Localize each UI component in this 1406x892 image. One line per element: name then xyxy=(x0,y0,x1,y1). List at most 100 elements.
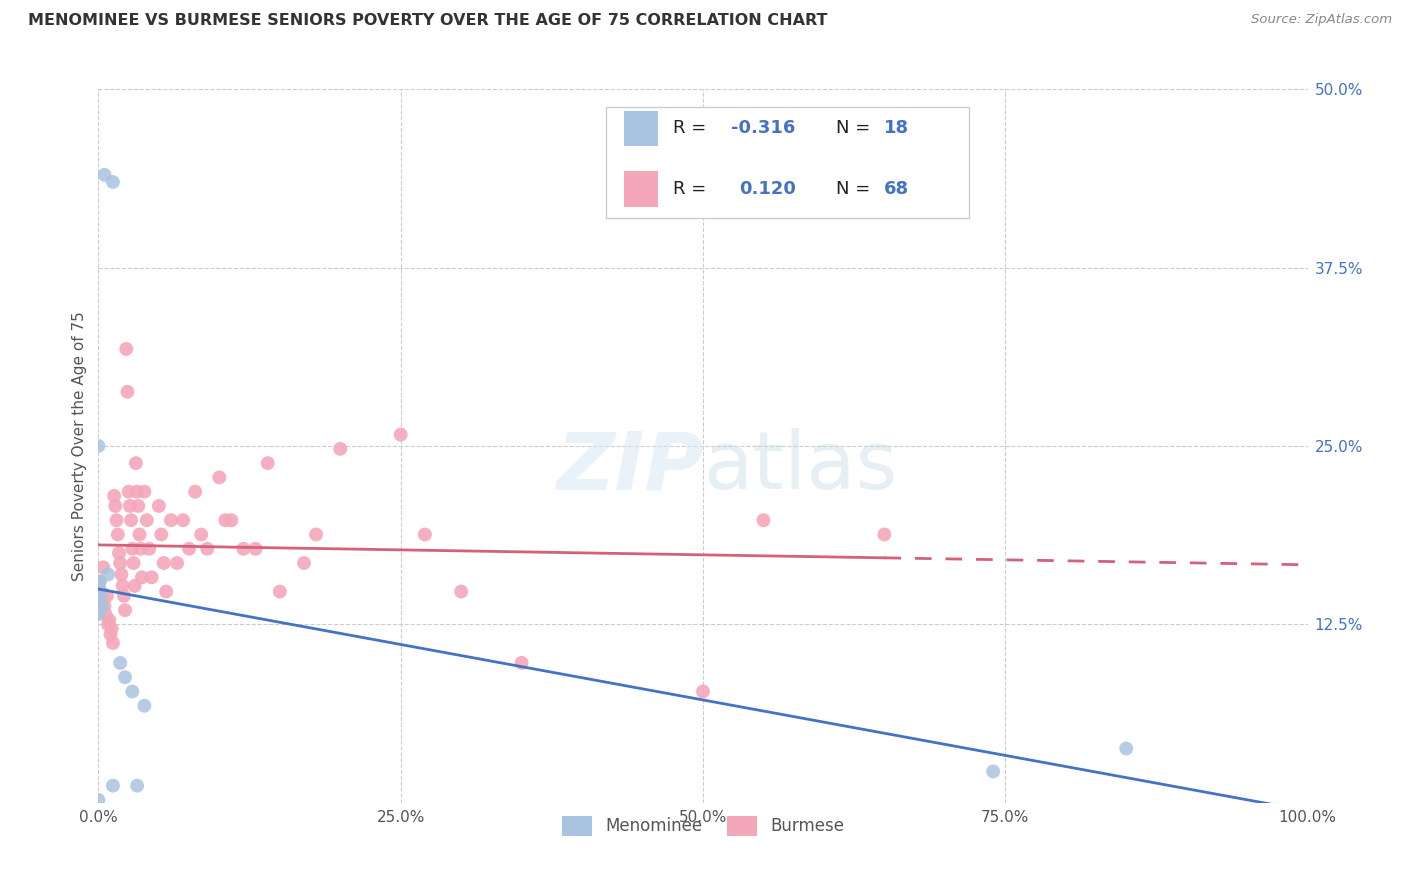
Y-axis label: Seniors Poverty Over the Age of 75: Seniors Poverty Over the Age of 75 xyxy=(72,311,87,581)
Point xyxy=(195,541,218,556)
Point xyxy=(510,656,533,670)
Point xyxy=(121,684,143,698)
Point xyxy=(90,584,112,599)
Point xyxy=(89,574,111,589)
Point xyxy=(91,593,114,607)
Point xyxy=(114,670,136,684)
Text: Source: ZipAtlas.com: Source: ZipAtlas.com xyxy=(1251,13,1392,27)
Point xyxy=(104,499,127,513)
Point xyxy=(135,513,157,527)
Point xyxy=(131,570,153,584)
Point xyxy=(184,484,207,499)
Text: R =: R = xyxy=(672,180,711,198)
Point xyxy=(127,779,149,793)
Point xyxy=(981,764,1004,779)
Point xyxy=(91,560,114,574)
Point xyxy=(125,456,148,470)
Text: 18: 18 xyxy=(884,120,910,137)
Text: N =: N = xyxy=(837,120,876,137)
Point xyxy=(129,541,152,556)
Point xyxy=(87,793,110,807)
FancyBboxPatch shape xyxy=(624,171,658,207)
Point xyxy=(96,589,118,603)
Text: ZIP: ZIP xyxy=(555,428,703,507)
FancyBboxPatch shape xyxy=(624,111,658,146)
Point xyxy=(752,513,775,527)
Point xyxy=(93,168,115,182)
Point xyxy=(124,579,146,593)
Point xyxy=(172,513,194,527)
Point xyxy=(389,427,412,442)
Point xyxy=(98,613,121,627)
Point xyxy=(115,342,138,356)
Point xyxy=(873,527,896,541)
Point xyxy=(90,584,112,599)
Point xyxy=(101,636,124,650)
Point xyxy=(97,617,120,632)
Point xyxy=(91,599,114,613)
Point xyxy=(692,684,714,698)
Point xyxy=(134,698,156,713)
Point xyxy=(127,499,149,513)
Point xyxy=(166,556,188,570)
Point xyxy=(148,499,170,513)
Point xyxy=(245,541,267,556)
Point xyxy=(100,622,122,636)
Text: 68: 68 xyxy=(884,180,910,198)
Point xyxy=(232,541,254,556)
Point xyxy=(89,574,111,589)
Point xyxy=(117,384,139,399)
Point xyxy=(118,499,141,513)
Point xyxy=(1115,741,1137,756)
Point xyxy=(292,556,315,570)
Point xyxy=(138,541,160,556)
Point xyxy=(155,584,177,599)
Point xyxy=(94,607,117,622)
Point xyxy=(256,456,278,470)
Point xyxy=(179,541,201,556)
Point xyxy=(111,579,134,593)
Text: 0.120: 0.120 xyxy=(740,180,796,198)
Point xyxy=(97,567,120,582)
Text: -0.316: -0.316 xyxy=(731,120,796,137)
Point xyxy=(160,513,183,527)
FancyBboxPatch shape xyxy=(606,107,969,218)
Point xyxy=(150,527,173,541)
Text: atlas: atlas xyxy=(703,428,897,507)
Point xyxy=(152,556,174,570)
Point xyxy=(103,489,125,503)
Legend: Menominee, Burmese: Menominee, Burmese xyxy=(554,807,852,845)
Point xyxy=(127,484,149,499)
Point xyxy=(128,527,150,541)
Point xyxy=(305,527,328,541)
Point xyxy=(208,470,231,484)
Point xyxy=(329,442,352,456)
Point xyxy=(108,556,131,570)
Point xyxy=(101,779,124,793)
Point xyxy=(269,584,291,599)
Point xyxy=(114,603,136,617)
Point xyxy=(93,599,115,613)
Text: R =: R = xyxy=(672,120,711,137)
Point xyxy=(87,439,110,453)
Point xyxy=(450,584,472,599)
Point xyxy=(190,527,212,541)
Point xyxy=(108,546,131,560)
Point xyxy=(110,567,132,582)
Point xyxy=(108,656,131,670)
Point xyxy=(101,175,124,189)
Point xyxy=(112,589,135,603)
Point xyxy=(413,527,436,541)
Point xyxy=(121,541,143,556)
Text: MENOMINEE VS BURMESE SENIORS POVERTY OVER THE AGE OF 75 CORRELATION CHART: MENOMINEE VS BURMESE SENIORS POVERTY OVE… xyxy=(28,13,828,29)
Point xyxy=(105,513,128,527)
Point xyxy=(221,513,243,527)
Point xyxy=(89,589,111,603)
Point xyxy=(141,570,163,584)
Point xyxy=(118,484,141,499)
Text: N =: N = xyxy=(837,180,876,198)
Point xyxy=(122,556,145,570)
Point xyxy=(214,513,236,527)
Point xyxy=(120,513,142,527)
Point xyxy=(107,527,129,541)
